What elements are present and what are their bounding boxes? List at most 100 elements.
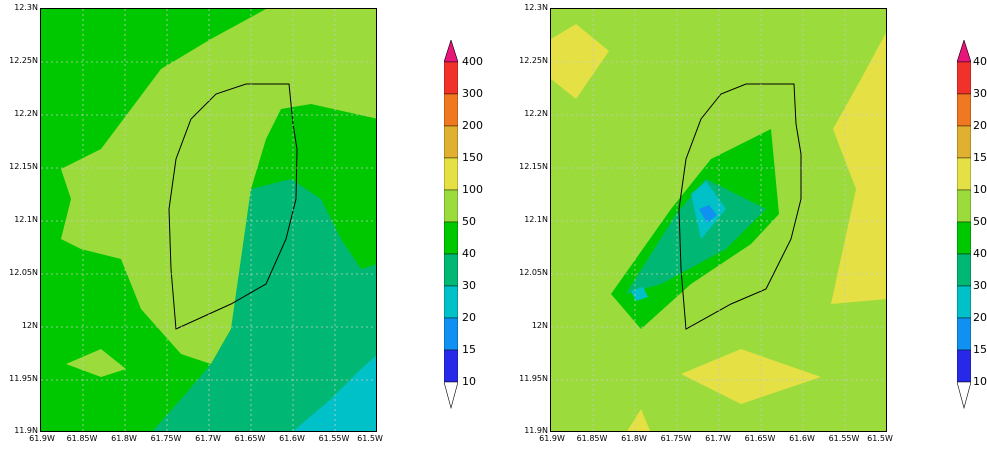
cbar-seg — [443, 125, 459, 159]
cbar-seg — [957, 221, 972, 255]
fill-100-150-bottom — [681, 349, 821, 404]
cbar-label: 50 — [973, 215, 987, 228]
cbar-label: 50 — [462, 215, 476, 228]
cbar-seg — [443, 221, 459, 255]
right-xtick: 61.85W — [576, 434, 608, 443]
right-xtick: 61.9W — [539, 434, 565, 443]
left-xtick: 61.75W — [150, 434, 182, 443]
cbar-label: 100 — [973, 183, 987, 196]
cbar-seg — [957, 125, 972, 159]
cbar-label: 30 — [973, 279, 987, 292]
left-xtick: 61.8W — [111, 434, 137, 443]
left-ytick: 11.9N — [14, 426, 38, 435]
cbar-seg — [957, 317, 972, 351]
right-xtick: 61.55W — [828, 434, 860, 443]
cbar-label: 300 — [973, 87, 987, 100]
cbar-seg — [443, 61, 459, 95]
left-ytick: 12.2N — [14, 109, 38, 118]
cbar-seg — [443, 253, 459, 287]
cbar-seg — [957, 253, 972, 287]
right-xtick: 61.65W — [744, 434, 776, 443]
cbar-label: 400 — [462, 55, 483, 68]
right-xtick: 61.7W — [705, 434, 731, 443]
cbar-seg — [957, 93, 972, 127]
cbar-seg — [443, 317, 459, 351]
cbar-label: 20 — [462, 311, 476, 324]
right-xtick: 61.6W — [789, 434, 815, 443]
cbar-seg — [957, 189, 972, 223]
fill-50-100 — [61, 9, 376, 364]
right-ytick: 12.1N — [524, 215, 548, 224]
cbar-label: 200 — [973, 119, 987, 132]
cbar-seg — [957, 157, 972, 191]
grid — [41, 9, 376, 431]
right-ytick: 12.25N — [519, 56, 548, 65]
left-colorbar-svg — [443, 39, 459, 410]
cbar-bottom-arrow — [443, 381, 459, 410]
fill-100-150-right — [831, 32, 886, 304]
left-ytick: 11.95N — [9, 374, 38, 383]
cbar-seg — [957, 349, 972, 383]
right-contour-svg — [551, 9, 886, 431]
cbar-label: 150 — [973, 151, 987, 164]
left-xtick: 61.65W — [234, 434, 266, 443]
left-contour-svg — [41, 9, 376, 431]
right-ytick: 11.9N — [524, 426, 548, 435]
right-ytick: 12.15N — [519, 162, 548, 171]
right-xtick: 61.5W — [867, 434, 893, 443]
left-ytick: 12.1N — [14, 215, 38, 224]
cbar-label: 15 — [973, 343, 987, 356]
cbar-seg — [443, 189, 459, 223]
right-xtick: 61.8W — [621, 434, 647, 443]
cbar-label: 40 — [462, 247, 476, 260]
cbar-label: 10 — [973, 375, 987, 388]
right-ytick: 12N — [531, 321, 548, 330]
right-ytick: 12.3N — [524, 3, 548, 12]
cbar-label: 15 — [462, 343, 476, 356]
cbar-label: 20 — [973, 311, 987, 324]
right-colorbar: 400 300 200 150 100 50 40 30 20 15 10 — [957, 40, 987, 414]
cbar-label: 30 — [462, 279, 476, 292]
left-ytick: 12.15N — [9, 162, 38, 171]
fill-30-40 — [626, 179, 766, 294]
fill-100-150-bottom-left — [627, 409, 651, 431]
fill-50-100-patch — [66, 349, 126, 377]
cbar-label: 40 — [973, 247, 987, 260]
left-ytick: 12.05N — [9, 268, 38, 277]
left-map-area — [40, 8, 377, 432]
left-ytick: 12N — [21, 321, 38, 330]
cbar-label: 10 — [462, 375, 476, 388]
right-xtick: 61.75W — [660, 434, 692, 443]
cbar-label: 100 — [462, 183, 483, 196]
left-xtick: 61.6W — [279, 434, 305, 443]
left-xtick: 61.9W — [29, 434, 55, 443]
cbar-label: 200 — [462, 119, 483, 132]
cbar-bottom-arrow — [957, 381, 972, 410]
left-colorbar: 400 300 200 150 100 50 40 30 20 15 10 — [443, 39, 483, 414]
left-xtick: 61.85W — [66, 434, 98, 443]
fill-15-20 — [699, 205, 717, 223]
cbar-label: 150 — [462, 151, 483, 164]
fill-30-40 — [152, 179, 376, 431]
island-outline — [168, 83, 298, 330]
fill-20-30 — [293, 355, 376, 431]
cbar-label: 400 — [973, 55, 987, 68]
cbar-seg — [443, 285, 459, 319]
cbar-seg — [443, 349, 459, 383]
fill-100-150-topleft — [551, 24, 609, 99]
right-ytick: 12.05N — [519, 268, 548, 277]
right-ytick: 11.95N — [519, 374, 548, 383]
cbar-top-arrow — [443, 39, 459, 63]
island-outline — [678, 83, 802, 330]
left-xtick: 61.5W — [357, 434, 383, 443]
cbar-label: 300 — [462, 87, 483, 100]
left-xtick: 61.55W — [318, 434, 350, 443]
left-ytick: 12.3N — [14, 3, 38, 12]
cbar-seg — [443, 157, 459, 191]
left-xtick: 61.7W — [195, 434, 221, 443]
cbar-seg — [957, 285, 972, 319]
left-ytick: 12.25N — [9, 56, 38, 65]
cbar-top-arrow — [957, 40, 972, 63]
cbar-seg — [443, 93, 459, 127]
cbar-seg — [957, 61, 972, 95]
